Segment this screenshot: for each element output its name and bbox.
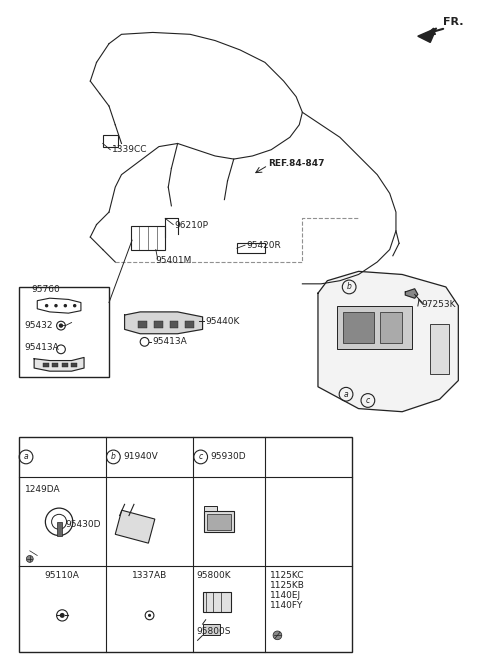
Text: b: b <box>111 453 116 461</box>
Circle shape <box>273 631 282 640</box>
Bar <box>103 136 119 147</box>
Text: 91940V: 91940V <box>123 453 158 461</box>
Bar <box>115 510 155 543</box>
Bar <box>203 592 231 612</box>
Bar <box>343 312 374 343</box>
Text: 1337AB: 1337AB <box>132 571 167 580</box>
Text: 95800S: 95800S <box>196 627 231 635</box>
Text: c: c <box>199 453 203 461</box>
Bar <box>71 363 77 367</box>
Text: 95401M: 95401M <box>156 256 192 265</box>
Bar <box>154 321 163 328</box>
Text: 95420R: 95420R <box>246 240 281 250</box>
Bar <box>336 306 411 349</box>
Bar <box>430 324 449 374</box>
Bar <box>19 437 352 652</box>
Circle shape <box>73 304 76 307</box>
Text: b: b <box>347 282 352 291</box>
Text: 95440K: 95440K <box>206 317 240 326</box>
Text: 1249DA: 1249DA <box>25 485 60 494</box>
Bar <box>52 363 59 367</box>
Circle shape <box>148 614 151 617</box>
Bar <box>131 226 165 250</box>
Bar <box>57 522 61 536</box>
Circle shape <box>59 324 63 328</box>
Bar <box>380 312 402 343</box>
Bar <box>204 506 217 511</box>
Text: c: c <box>366 396 370 405</box>
Text: 95413A: 95413A <box>25 343 60 352</box>
Text: 95430D: 95430D <box>65 521 101 529</box>
Text: a: a <box>344 390 348 399</box>
Text: 1140FY: 1140FY <box>270 601 303 610</box>
Polygon shape <box>418 28 436 43</box>
Bar <box>207 514 231 530</box>
Bar <box>61 363 68 367</box>
Bar <box>185 321 194 328</box>
Bar <box>169 321 178 328</box>
Bar <box>237 243 265 253</box>
Bar <box>138 321 147 328</box>
Polygon shape <box>34 358 84 371</box>
Text: 95110A: 95110A <box>45 571 80 580</box>
Text: FR.: FR. <box>443 17 463 27</box>
Text: 97253K: 97253K <box>421 300 456 309</box>
Circle shape <box>54 304 58 307</box>
Text: REF.84-847: REF.84-847 <box>268 159 324 168</box>
Text: a: a <box>24 453 28 461</box>
Circle shape <box>45 304 48 307</box>
Text: 95413A: 95413A <box>153 337 187 346</box>
Polygon shape <box>125 312 203 334</box>
Circle shape <box>60 613 65 618</box>
Text: 1125KB: 1125KB <box>270 582 305 590</box>
Text: 1140EJ: 1140EJ <box>270 591 301 601</box>
Bar <box>43 363 49 367</box>
Text: 1125KC: 1125KC <box>270 571 304 580</box>
Circle shape <box>26 555 33 563</box>
Text: 95760: 95760 <box>31 286 60 295</box>
Bar <box>203 624 220 635</box>
Circle shape <box>63 304 67 307</box>
Text: 96210P: 96210P <box>175 221 208 231</box>
Text: 1339CC: 1339CC <box>112 145 148 154</box>
Bar <box>204 511 234 533</box>
Bar <box>19 287 109 377</box>
Polygon shape <box>318 271 458 412</box>
Text: 95800K: 95800K <box>196 571 231 580</box>
Text: 95930D: 95930D <box>211 453 246 461</box>
Text: 95432: 95432 <box>25 321 53 330</box>
Polygon shape <box>405 289 418 298</box>
